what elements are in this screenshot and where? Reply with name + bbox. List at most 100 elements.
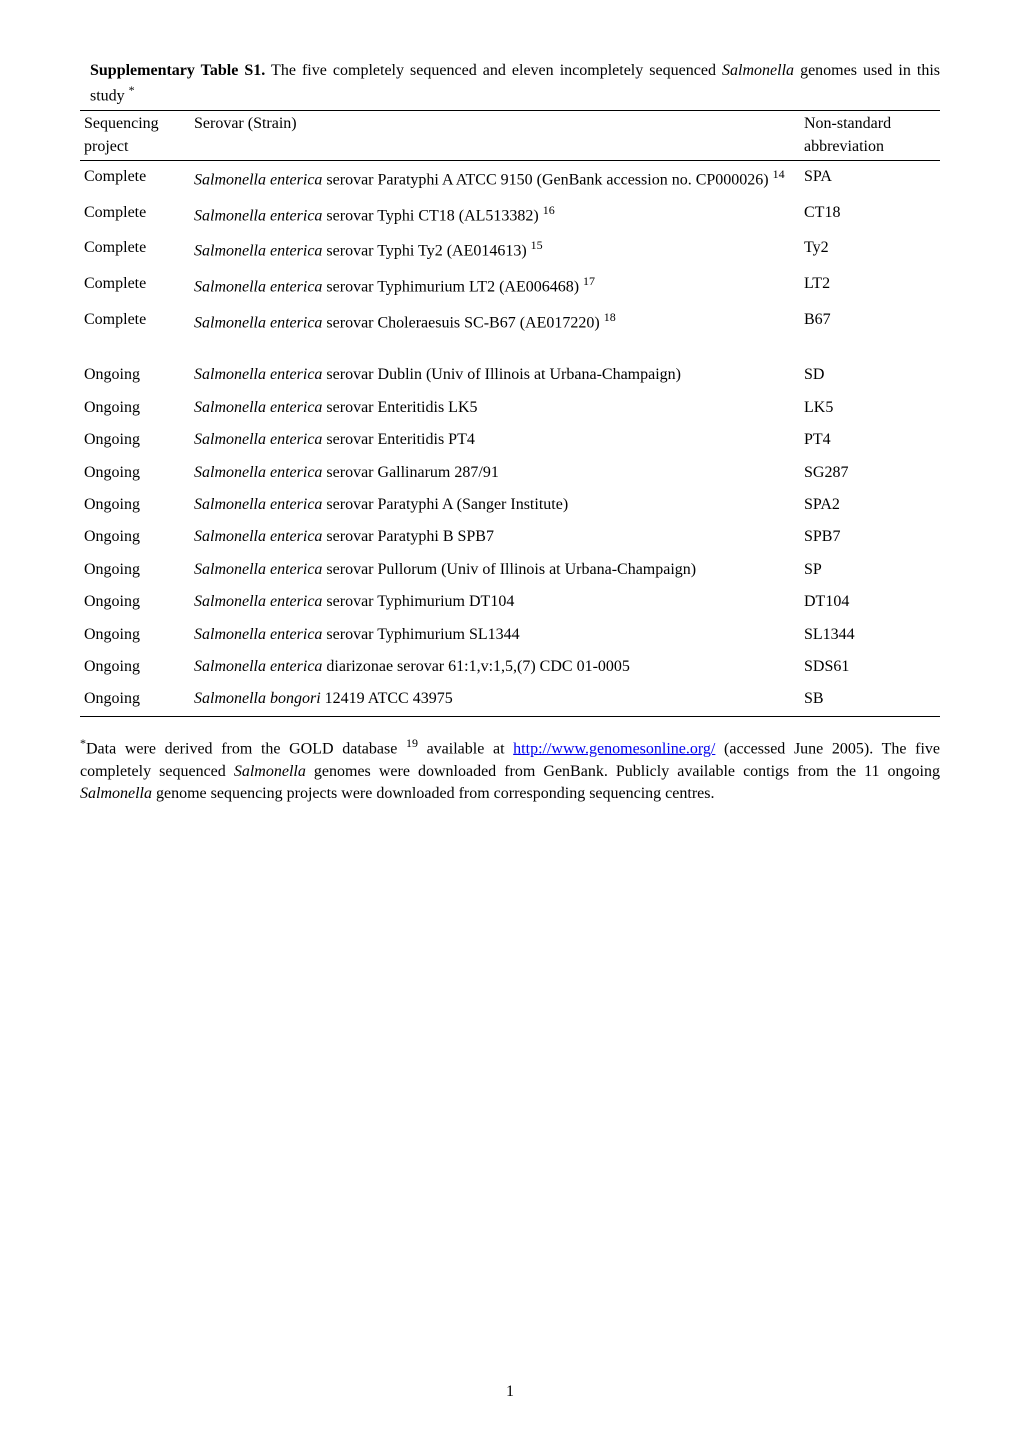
cell-serovar: Salmonella enterica serovar Enteritidis … xyxy=(190,392,800,424)
table-row: OngoingSalmonella enterica serovar Dubli… xyxy=(80,359,940,391)
title-bold: Supplementary Table S1. xyxy=(90,62,265,79)
serovar-italic: Salmonella enterica xyxy=(194,464,322,481)
footnote: *Data were derived from the GOLD databas… xyxy=(80,735,940,806)
cell-abbr: SDS61 xyxy=(800,651,940,683)
serovar-italic: Salmonella enterica xyxy=(194,561,322,578)
serovar-italic: Salmonella enterica xyxy=(194,207,322,224)
serovar-italic: Salmonella enterica xyxy=(194,399,322,416)
serovar-italic: Salmonella enterica xyxy=(194,528,322,545)
serovar-rest: diarizonae serovar 61:1,v:1,5,(7) CDC 01… xyxy=(322,658,629,675)
serovar-rest: serovar Enteritidis LK5 xyxy=(322,399,477,416)
serovar-rest: 12419 ATCC 43975 xyxy=(321,690,453,707)
cell-abbr: SL1344 xyxy=(800,619,940,651)
cell-abbr: Ty2 xyxy=(800,232,940,268)
cell-abbr: DT104 xyxy=(800,586,940,618)
cell-abbr: PT4 xyxy=(800,424,940,456)
serovar-italic: Salmonella enterica xyxy=(194,243,322,260)
table-row: CompleteSalmonella enterica serovar Typh… xyxy=(80,197,940,233)
cell-serovar: Salmonella enterica serovar Typhi Ty2 (A… xyxy=(190,232,800,268)
serovar-rest: serovar Typhimurium LT2 (AE006468) xyxy=(322,278,583,295)
cell-serovar: Salmonella enterica serovar Typhi CT18 (… xyxy=(190,197,800,233)
header-col1: Sequencing project xyxy=(80,111,190,161)
cell-abbr: SD xyxy=(800,359,940,391)
cell-serovar: Salmonella enterica serovar Dublin (Univ… xyxy=(190,359,800,391)
cell-sequencing: Ongoing xyxy=(80,683,190,716)
cell-sequencing: Ongoing xyxy=(80,651,190,683)
serovar-italic: Salmonella enterica xyxy=(194,593,322,610)
cell-sequencing: Ongoing xyxy=(80,457,190,489)
serovar-rest: serovar Paratyphi A (Sanger Institute) xyxy=(322,496,568,513)
cell-abbr: LT2 xyxy=(800,268,940,304)
footnote-link[interactable]: http://www.genomesonline.org/ xyxy=(513,740,715,757)
table-row: OngoingSalmonella enterica serovar Pullo… xyxy=(80,554,940,586)
serovar-italic: Salmonella enterica xyxy=(194,626,322,643)
cell-abbr: SPB7 xyxy=(800,521,940,553)
footnote-italic2: Salmonella xyxy=(80,785,152,802)
serovar-rest: serovar Gallinarum 287/91 xyxy=(322,464,498,481)
serovar-rest: serovar Typhimurium DT104 xyxy=(322,593,514,610)
cell-serovar: Salmonella enterica diarizonae serovar 6… xyxy=(190,651,800,683)
serovar-rest: serovar Choleraesuis SC-B67 (AE017220) xyxy=(322,314,603,331)
cell-serovar: Salmonella enterica serovar Enteritidis … xyxy=(190,424,800,456)
footnote-ref: 19 xyxy=(406,736,418,750)
table-row: OngoingSalmonella enterica serovar Typhi… xyxy=(80,586,940,618)
table-row: CompleteSalmonella enterica serovar Para… xyxy=(80,160,940,196)
serovar-rest: serovar Dublin (Univ of Illinois at Urba… xyxy=(322,366,681,383)
cell-sequencing: Ongoing xyxy=(80,586,190,618)
table-row: OngoingSalmonella bongori 12419 ATCC 439… xyxy=(80,683,940,716)
serovar-rest: serovar Typhimurium SL1344 xyxy=(322,626,519,643)
header-col3: Non-standard abbreviation xyxy=(800,111,940,161)
spacer-row xyxy=(80,339,940,359)
serovar-sup: 16 xyxy=(543,203,555,217)
cell-serovar: Salmonella bongori 12419 ATCC 43975 xyxy=(190,683,800,716)
cell-serovar: Salmonella enterica serovar Pullorum (Un… xyxy=(190,554,800,586)
table-row: OngoingSalmonella enterica serovar Enter… xyxy=(80,392,940,424)
cell-sequencing: Ongoing xyxy=(80,359,190,391)
cell-sequencing: Complete xyxy=(80,268,190,304)
table-row: CompleteSalmonella enterica serovar Typh… xyxy=(80,232,940,268)
cell-serovar: Salmonella enterica serovar Paratyphi A … xyxy=(190,160,800,196)
footnote-text1: Data were derived from the GOLD database xyxy=(86,740,406,757)
table-row: OngoingSalmonella enterica serovar Typhi… xyxy=(80,619,940,651)
table-row: CompleteSalmonella enterica serovar Chol… xyxy=(80,304,940,340)
cell-sequencing: Complete xyxy=(80,304,190,340)
cell-sequencing: Ongoing xyxy=(80,554,190,586)
serovar-sup: 17 xyxy=(583,274,595,288)
cell-serovar: Salmonella enterica serovar Paratyphi B … xyxy=(190,521,800,553)
cell-serovar: Salmonella enterica serovar Choleraesuis… xyxy=(190,304,800,340)
table-row: OngoingSalmonella enterica diarizonae se… xyxy=(80,651,940,683)
table-row: OngoingSalmonella enterica serovar Parat… xyxy=(80,489,940,521)
serovar-rest: serovar Pullorum (Univ of Illinois at Ur… xyxy=(322,561,696,578)
footnote-text5: genome sequencing projects were download… xyxy=(152,785,714,802)
page-number: 1 xyxy=(0,1381,1020,1403)
serovar-rest: serovar Typhi Ty2 (AE014613) xyxy=(322,243,530,260)
serovar-rest: serovar Paratyphi A ATCC 9150 (GenBank a… xyxy=(322,171,772,188)
serovar-italic: Salmonella bongori xyxy=(194,690,321,707)
cell-sequencing: Ongoing xyxy=(80,489,190,521)
cell-abbr: SB xyxy=(800,683,940,716)
table-row: OngoingSalmonella enterica serovar Parat… xyxy=(80,521,940,553)
title-text1: The five completely sequenced and eleven… xyxy=(265,62,722,79)
serovar-rest: serovar Typhi CT18 (AL513382) xyxy=(322,207,542,224)
title-sup: * xyxy=(129,83,135,97)
cell-sequencing: Complete xyxy=(80,197,190,233)
serovar-italic: Salmonella enterica xyxy=(194,496,322,513)
serovar-italic: Salmonella enterica xyxy=(194,658,322,675)
table-title: Supplementary Table S1. The five complet… xyxy=(80,60,940,108)
cell-serovar: Salmonella enterica serovar Typhimurium … xyxy=(190,268,800,304)
table-row: CompleteSalmonella enterica serovar Typh… xyxy=(80,268,940,304)
cell-abbr: B67 xyxy=(800,304,940,340)
serovar-sup: 18 xyxy=(604,310,616,324)
serovar-sup: 15 xyxy=(531,238,543,252)
cell-abbr: SP xyxy=(800,554,940,586)
cell-serovar: Salmonella enterica serovar Gallinarum 2… xyxy=(190,457,800,489)
cell-serovar: Salmonella enterica serovar Paratyphi A … xyxy=(190,489,800,521)
title-italic: Salmonella xyxy=(722,62,794,79)
footnote-italic1: Salmonella xyxy=(234,763,306,780)
table-row: OngoingSalmonella enterica serovar Galli… xyxy=(80,457,940,489)
genomes-table: Sequencing project Serovar (Strain) Non-… xyxy=(80,110,940,717)
cell-sequencing: Complete xyxy=(80,232,190,268)
serovar-rest: serovar Paratyphi B SPB7 xyxy=(322,528,494,545)
cell-abbr: SG287 xyxy=(800,457,940,489)
table-header-row: Sequencing project Serovar (Strain) Non-… xyxy=(80,111,940,161)
